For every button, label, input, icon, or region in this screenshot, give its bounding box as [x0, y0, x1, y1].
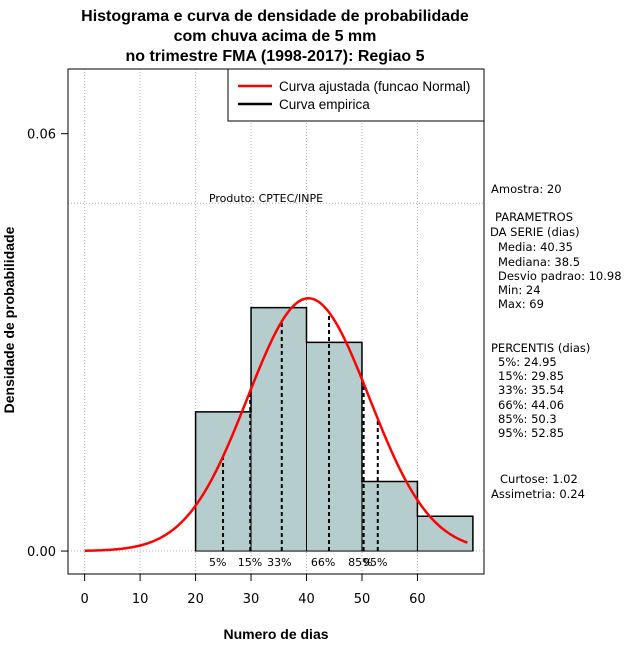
legend: Curva ajustada (funcao Normal) Curva emp… — [227, 68, 485, 122]
histogram-bar — [416, 515, 474, 552]
percentile-5: 5%: 24.95 — [498, 355, 557, 369]
x-tick-label: 40 — [298, 592, 315, 607]
histogram-bar — [250, 307, 308, 552]
x-tick-label: 10 — [132, 592, 149, 607]
histogram-bars — [195, 307, 474, 552]
y-tick-label: 0.06 — [27, 128, 56, 143]
histogram-bar — [306, 341, 363, 552]
x-tick-label: 0 — [80, 592, 88, 607]
percentile-label: 95% — [363, 556, 387, 569]
chart-title-line-3: no trimestre FMA (1998-2017): Regiao 5 — [125, 48, 424, 65]
product-annotation: Produto: CPTEC/INPE — [209, 192, 323, 205]
x-axis-label: Numero de dias — [223, 626, 328, 642]
percentile-label: 66% — [311, 556, 335, 569]
legend-box — [227, 68, 485, 122]
percentile-lines — [222, 312, 379, 552]
skewness-value: Assimetria: 0.24 — [491, 487, 585, 501]
median-value: Mediana: 38.5 — [498, 255, 580, 269]
legend-empirical-label: Curva empirica — [279, 97, 370, 112]
y-axis-label: Densidade de probabilidade — [1, 226, 17, 413]
chart-title-line-1: Histograma e curva de densidade de proba… — [81, 8, 469, 25]
kurtosis-value: Curtose: 1.02 — [500, 472, 578, 486]
histogram-bar — [195, 411, 252, 552]
percentile-label: 15% — [238, 556, 262, 569]
mean-value: Media: 40.35 — [498, 240, 573, 254]
statistics-panel: Amostra: 20 PARAMETROS DA SERIE (dias) M… — [490, 182, 622, 501]
percentile-labels: 5% 15% 33% 66% 85%95% — [209, 556, 387, 569]
chart-title-line-2: com chuva acima de 5 mm — [174, 28, 377, 45]
y-tick-label: 0.00 — [27, 545, 56, 560]
x-tick-label: 20 — [187, 592, 204, 607]
percentile-33: 33%: 35.54 — [498, 383, 564, 397]
parameters-subtitle: DA SERIE (dias) — [490, 225, 580, 239]
percentile-label: 33% — [267, 556, 291, 569]
max-value: Max: 69 — [498, 297, 544, 311]
x-tick-label: 30 — [243, 592, 260, 607]
y-axis: 0.00 0.06 — [27, 128, 69, 560]
percentiles-title: PERCENTIS (dias) — [491, 341, 590, 355]
histogram-bar — [361, 480, 418, 552]
x-tick-label: 50 — [354, 592, 371, 607]
percentile-15: 15%: 29.85 — [498, 369, 564, 383]
min-value: Min: 24 — [498, 283, 541, 297]
percentile-66: 66%: 44.06 — [498, 398, 564, 412]
sample-size: Amostra: 20 — [491, 182, 562, 196]
parameters-title: PARAMETROS — [495, 210, 573, 224]
stddev-value: Desvio padrao: 10.98 — [498, 269, 622, 283]
legend-normal-label: Curva ajustada (funcao Normal) — [279, 79, 470, 94]
percentile-label: 85% — [348, 556, 372, 569]
percentile-85: 85%: 50.3 — [498, 412, 557, 426]
percentile-label: 5% — [209, 556, 226, 569]
percentile-95: 95%: 52.85 — [498, 426, 564, 440]
x-tick-label: 60 — [409, 592, 426, 607]
normal-curve — [84, 297, 468, 552]
x-axis: 0 10 20 30 40 50 60 — [80, 573, 426, 607]
